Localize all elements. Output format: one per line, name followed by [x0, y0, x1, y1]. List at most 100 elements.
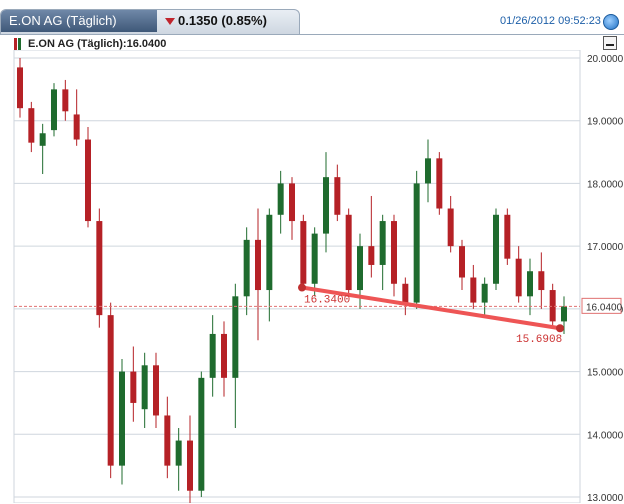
candle — [187, 415, 193, 503]
y-tick-label: 20.0000 — [587, 54, 624, 65]
last-price-label: 16.0400 — [586, 302, 623, 313]
candle — [493, 208, 499, 291]
trendline-start-label: 16.3400 — [304, 295, 350, 307]
candle — [436, 152, 443, 215]
candle-body — [561, 306, 567, 322]
candle-body — [119, 371, 125, 466]
candle-body — [107, 315, 114, 466]
candle — [96, 208, 103, 328]
y-tick-label: 18.0000 — [587, 179, 624, 190]
candle — [164, 396, 171, 479]
candle-body — [425, 158, 431, 184]
candle — [85, 126, 91, 228]
candle — [209, 315, 216, 397]
candle-body — [221, 333, 227, 378]
candle-body — [232, 296, 239, 378]
candle — [323, 152, 329, 253]
candle-body — [334, 177, 341, 215]
candle-body — [447, 208, 454, 247]
candle-body — [504, 214, 511, 259]
candle-body — [39, 133, 46, 146]
candle-body — [209, 333, 216, 378]
down-triangle-icon — [165, 18, 175, 25]
candle — [447, 195, 454, 253]
y-tick-label: 13.0000 — [587, 493, 624, 503]
y-tick-label: 19.0000 — [587, 117, 624, 128]
candle-body — [187, 440, 193, 491]
candle — [28, 101, 35, 153]
candle-body — [255, 239, 261, 291]
candle — [368, 195, 375, 278]
candle-body — [85, 139, 91, 222]
candle — [62, 79, 69, 121]
candle — [107, 302, 114, 479]
candle-body — [243, 239, 250, 297]
candle — [402, 277, 409, 316]
y-tick-label: 14.0000 — [587, 430, 624, 441]
candle-body — [17, 67, 23, 109]
candle — [119, 359, 125, 485]
candle — [17, 58, 23, 118]
candle-body — [289, 183, 295, 222]
candle-body — [96, 221, 103, 316]
candle-body — [164, 415, 171, 466]
candle-body — [538, 271, 545, 291]
minimize-icon[interactable] — [603, 36, 617, 50]
candle-body — [357, 246, 363, 291]
candle-body — [153, 365, 159, 416]
candle — [141, 352, 148, 429]
candle-body — [515, 258, 522, 297]
candle-body — [481, 283, 488, 303]
candle-body — [379, 221, 386, 265]
candle — [311, 227, 318, 297]
instrument-tab[interactable]: E.ON AG (Täglich) 0.1350 (0.85%) — [0, 9, 300, 35]
candle-body — [73, 114, 80, 140]
candle-body — [198, 377, 205, 491]
candle — [130, 346, 137, 422]
candle — [538, 252, 545, 309]
candle — [515, 246, 522, 303]
candle — [345, 208, 352, 297]
candle — [266, 208, 273, 322]
candle — [300, 214, 307, 291]
y-tick-label: 17.0000 — [587, 242, 624, 253]
candle — [277, 170, 284, 234]
legend-candle-icon — [14, 38, 21, 50]
trendline[interactable] — [300, 285, 562, 331]
candle-body — [345, 214, 352, 291]
candle — [198, 371, 205, 497]
candle — [527, 258, 533, 316]
candle-body — [311, 233, 318, 284]
candle — [379, 214, 386, 291]
candle — [39, 123, 46, 175]
timestamp: 01/26/2012 09:52:23 — [500, 15, 601, 27]
candle — [459, 239, 465, 291]
candle-body — [175, 440, 182, 466]
candle-body — [300, 221, 307, 284]
candle — [561, 296, 567, 334]
globe-icon[interactable] — [603, 14, 619, 30]
chart-legend: E.ON AG (Täglich):16.0400 — [28, 38, 167, 50]
candle-body — [141, 365, 148, 410]
last-price-box — [581, 297, 622, 314]
trendline-end-handle[interactable] — [556, 324, 564, 333]
price-chart[interactable]: 16.3400 15.6908 20.0000 19.0000 18.0000 17.0… — [0, 50, 624, 503]
candle — [425, 139, 431, 203]
candle-body — [130, 371, 137, 403]
candle-body — [527, 271, 533, 297]
candle — [504, 208, 511, 265]
candle — [470, 264, 477, 309]
candle — [51, 83, 57, 137]
candle — [153, 352, 159, 429]
plot-frame — [13, 50, 581, 503]
candle-body — [323, 177, 329, 234]
trendline-start-handle[interactable] — [298, 283, 306, 292]
candle — [255, 208, 261, 341]
candle — [481, 277, 488, 316]
candle-body — [51, 89, 57, 131]
candle-body — [266, 214, 273, 291]
candle — [391, 214, 397, 297]
candle — [413, 170, 420, 309]
candle-body — [402, 283, 409, 303]
instrument-title: E.ON AG (Täglich) — [1, 10, 157, 32]
